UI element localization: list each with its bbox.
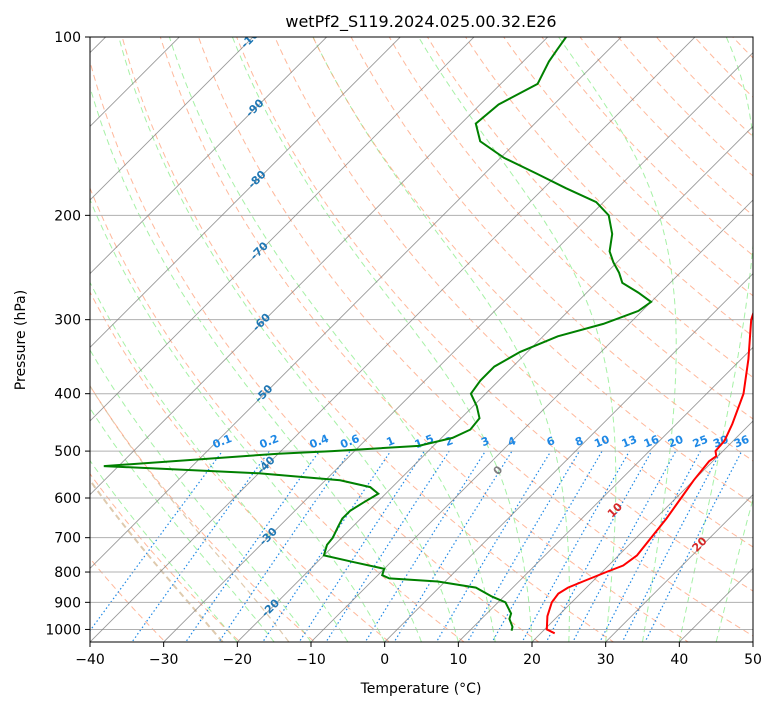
- chart-title: wetPf2_S119.2024.025.00.32.E26: [285, 12, 556, 32]
- y-tick-label: 500: [54, 444, 81, 460]
- isotherm: [236, 125, 753, 642]
- moist-adiabat: [312, 37, 570, 642]
- x-tick-label: 0: [380, 652, 389, 668]
- x-tick-label: 40: [670, 652, 688, 668]
- dry-adiabats: [90, 37, 753, 642]
- temperature-line: [545, 310, 753, 635]
- moist-adiabat: [418, 37, 617, 642]
- dry-adiabat: [312, 37, 753, 505]
- mixing-ratio-label: 1: [385, 434, 397, 449]
- isotherm: [90, 37, 475, 422]
- x-axis-ticks: −40 −30 −20 −10 0 10 20 30 40 50: [75, 642, 762, 668]
- mixing-ratio-label: 20: [666, 433, 685, 451]
- mixing-ratio-label: 3: [479, 434, 491, 449]
- isotherm: [90, 37, 549, 496]
- moist-adiabat: [90, 198, 386, 642]
- isotherm: [531, 420, 753, 642]
- moist-adiabat: [90, 407, 275, 642]
- dry-adiabat: [90, 186, 465, 642]
- dewpoint-line: [103, 37, 653, 631]
- x-tick-label: 30: [597, 652, 615, 668]
- parcel-curve: [90, 384, 290, 642]
- y-axis-ticks: 100 200 300 400 500 600 700 800 900 1000: [45, 30, 90, 638]
- isotherm: [163, 52, 753, 642]
- mixing-ratio-label: 13: [620, 433, 639, 451]
- plot-frame: [89, 36, 754, 643]
- dry-adiabat: [159, 37, 690, 642]
- dry-adiabat: [388, 37, 753, 420]
- isotherm: [90, 37, 180, 127]
- isotherm: [90, 37, 401, 348]
- moist-adiabat: [90, 459, 238, 642]
- dry-adiabat: [90, 59, 540, 642]
- moist-adiabat: [678, 37, 753, 642]
- isotherm: [384, 273, 753, 642]
- moist-adiabat: [90, 281, 349, 642]
- dry-adiabat: [90, 472, 241, 642]
- dry-adiabat: [90, 291, 391, 642]
- y-tick-label: 100: [54, 30, 81, 46]
- isotherm: [457, 346, 753, 642]
- mixing-ratio-label: 16: [642, 433, 661, 451]
- dry-adiabat: [90, 384, 316, 642]
- mixing-ratio-label: 25: [691, 433, 710, 451]
- x-tick-label: −20: [223, 652, 253, 668]
- y-tick-label: 400: [54, 387, 81, 403]
- moist-adiabat: [231, 37, 533, 642]
- isotherm: [90, 37, 696, 642]
- mixing-ratio-label: 10: [592, 433, 611, 451]
- y-tick-label: 700: [54, 531, 81, 547]
- mixing-ratio-label: 2: [443, 434, 455, 449]
- parcel-curve: [90, 478, 224, 642]
- parcel-curves: [90, 384, 290, 642]
- moist-adiabat: [90, 85, 422, 642]
- isotherm: [605, 494, 753, 642]
- moist-adiabat: [168, 37, 496, 642]
- mixing-ratio-label: 8: [573, 434, 585, 449]
- x-tick-label: 10: [449, 652, 467, 668]
- moist-adiabat: [558, 37, 677, 642]
- mixing-ratio-label: 36: [732, 433, 751, 451]
- plot-area: 0.10.20.40.611.52346810131620253036-100-…: [90, 37, 753, 642]
- dry-adiabat: [197, 37, 753, 637]
- y-tick-label: 900: [54, 595, 81, 611]
- isotherm: [90, 37, 328, 275]
- x-tick-label: −40: [75, 652, 105, 668]
- x-tick-label: −10: [296, 652, 326, 668]
- dry-adiabat: [350, 37, 753, 462]
- dry-adiabat: [121, 37, 615, 642]
- y-tick-label: 600: [54, 491, 81, 507]
- x-tick-label: 50: [744, 652, 762, 668]
- isotherms: [90, 37, 753, 642]
- dry-adiabat: [236, 37, 753, 592]
- y-tick-label: 300: [54, 313, 81, 329]
- isotherm: [90, 37, 622, 569]
- y-tick-label: 1000: [45, 622, 81, 638]
- isotherm: [90, 37, 254, 201]
- isotherm: [310, 199, 753, 642]
- dry-adiabat: [274, 37, 753, 548]
- moist-adiabat: [715, 497, 753, 642]
- x-tick-label: 20: [523, 652, 541, 668]
- x-axis-label: Temperature (°C): [360, 681, 482, 697]
- y-tick-label: 200: [54, 208, 81, 224]
- dry-adiabat: [426, 37, 753, 379]
- y-axis-label: Pressure (hPa): [13, 290, 29, 390]
- y-tick-label: 800: [54, 565, 81, 581]
- pressure-gridlines: [90, 37, 753, 630]
- x-tick-label: −30: [149, 652, 179, 668]
